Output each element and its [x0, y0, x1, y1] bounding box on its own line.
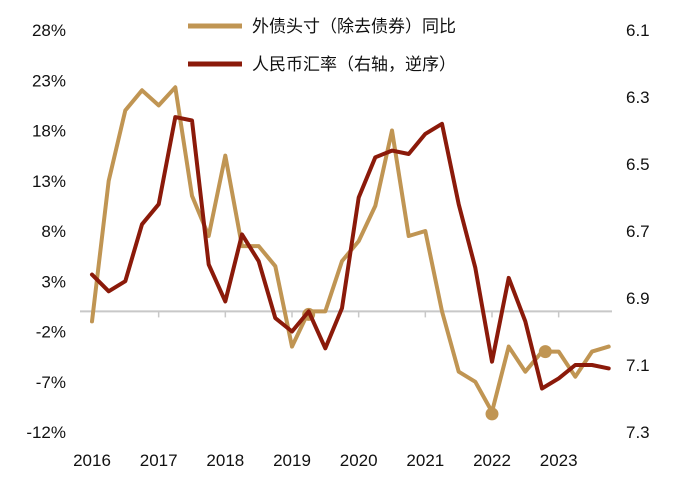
left-tick-label: 13% [32, 172, 66, 191]
x-axis: 2016 2017 2018 2019 2020 2021 2022 2023 [73, 451, 577, 470]
series-marker [538, 345, 552, 359]
x-tick-label: 2023 [540, 451, 578, 470]
x-tick-label: 2019 [273, 451, 311, 470]
series-line-1 [90, 115, 611, 391]
right-tick-label: 7.3 [626, 423, 650, 442]
left-tick-label: -12% [26, 423, 66, 442]
zero-reference-line [80, 310, 612, 318]
x-tick-label: 2021 [406, 451, 444, 470]
series-layer [90, 85, 611, 421]
right-tick-label: 6.1 [626, 21, 650, 40]
left-tick-label: 3% [41, 272, 66, 291]
left-tick-label: -2% [36, 323, 66, 342]
right-tick-label: 6.9 [626, 289, 650, 308]
left-tick-label: 28% [32, 21, 66, 40]
left-tick-label: 18% [32, 122, 66, 141]
right-tick-label: 7.1 [626, 356, 650, 375]
left-tick-label: -7% [36, 373, 66, 392]
right-tick-label: 6.5 [626, 155, 650, 174]
x-tick-label: 2017 [140, 451, 178, 470]
x-tick-label: 2022 [473, 451, 511, 470]
left-tick-label: 8% [41, 222, 66, 241]
legend-label-0: 外债头寸（除去债券）同比 [252, 17, 456, 37]
left-tick-label: 23% [32, 71, 66, 90]
legend-label-1: 人民币汇率（右轴，逆序） [252, 55, 456, 75]
right-tick-label: 6.7 [626, 222, 650, 241]
x-tick-label: 2020 [340, 451, 378, 470]
right-axis: 6.1 6.3 6.5 6.7 6.9 7.1 7.3 [626, 21, 650, 442]
x-tick-label: 2016 [73, 451, 111, 470]
x-tick-label: 2018 [206, 451, 244, 470]
left-axis: 28% 23% 18% 13% 8% 3% -2% -7% -12% [26, 21, 66, 442]
series-marker [485, 407, 499, 421]
right-tick-label: 6.3 [626, 88, 650, 107]
